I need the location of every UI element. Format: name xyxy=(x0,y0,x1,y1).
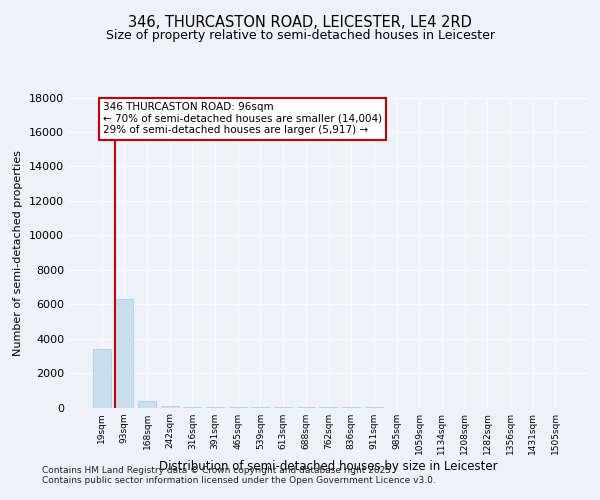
Text: Size of property relative to semi-detached houses in Leicester: Size of property relative to semi-detach… xyxy=(106,30,494,43)
Bar xyxy=(115,299,133,408)
Y-axis label: Number of semi-detached properties: Number of semi-detached properties xyxy=(13,150,23,356)
Bar xyxy=(138,400,156,407)
Text: Contains HM Land Registry data © Crown copyright and database right 2025.
Contai: Contains HM Land Registry data © Crown c… xyxy=(42,466,436,485)
Bar xyxy=(92,349,111,408)
Bar xyxy=(184,407,202,408)
Text: 346, THURCASTON ROAD, LEICESTER, LE4 2RD: 346, THURCASTON ROAD, LEICESTER, LE4 2RD xyxy=(128,15,472,30)
X-axis label: Distribution of semi-detached houses by size in Leicester: Distribution of semi-detached houses by … xyxy=(159,460,498,473)
Bar xyxy=(161,406,179,407)
Text: 346 THURCASTON ROAD: 96sqm
← 70% of semi-detached houses are smaller (14,004)
29: 346 THURCASTON ROAD: 96sqm ← 70% of semi… xyxy=(103,102,382,136)
